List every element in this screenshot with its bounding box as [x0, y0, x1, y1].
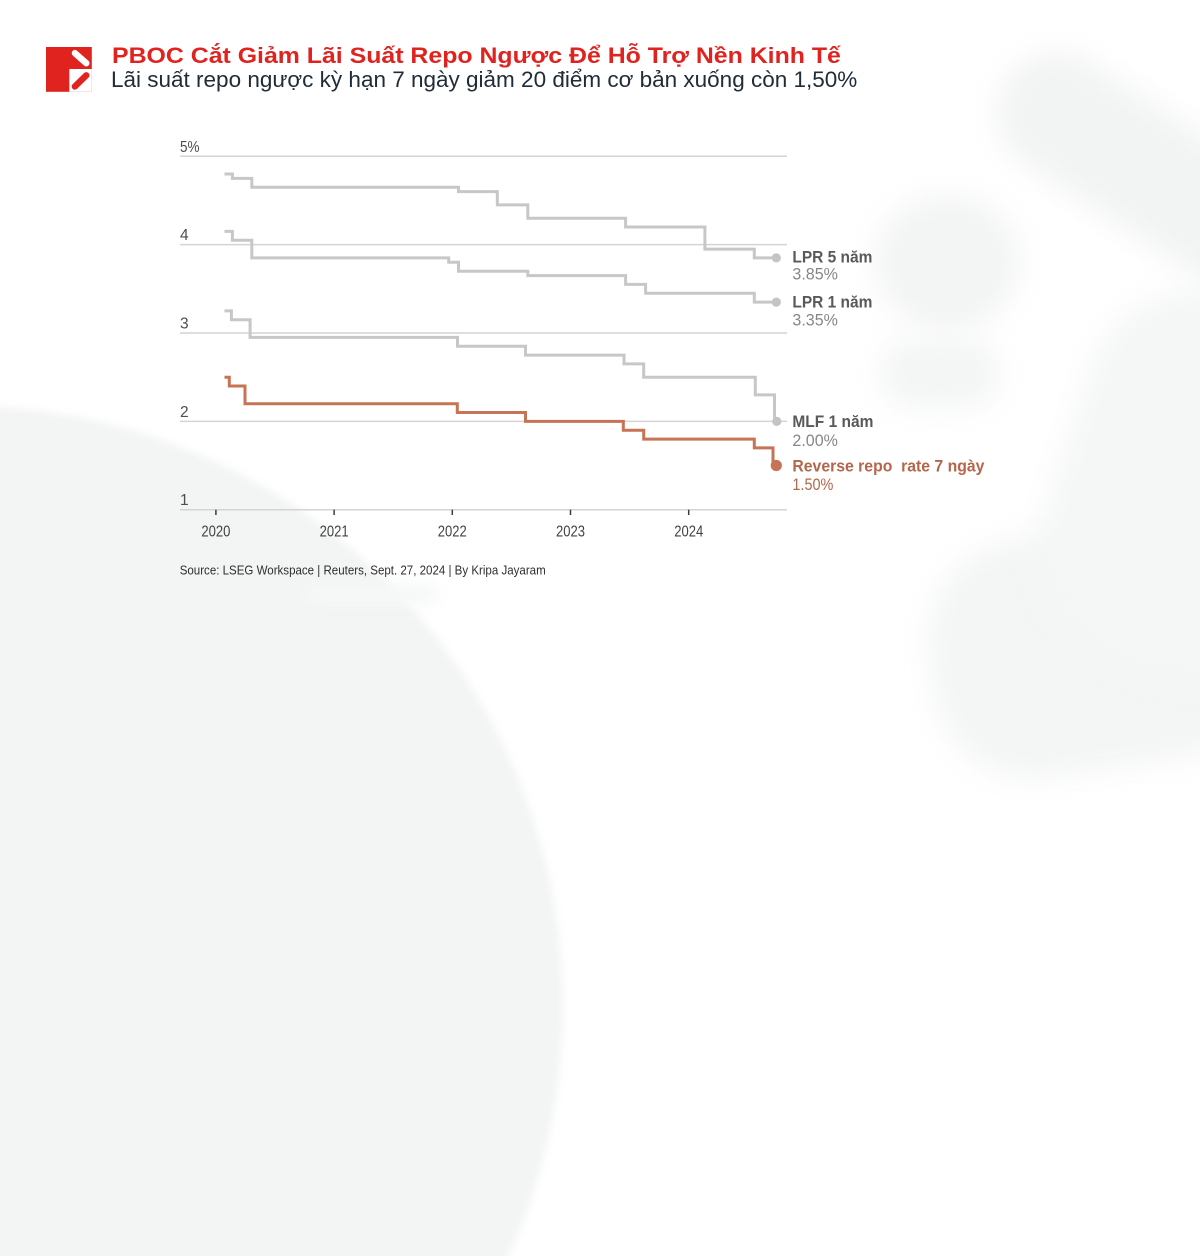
svg-text:3.85%: 3.85% — [792, 266, 838, 284]
svg-text:MLF 1 năm: MLF 1 năm — [792, 412, 873, 431]
svg-text:3.35%: 3.35% — [792, 312, 838, 330]
svg-text:3: 3 — [180, 316, 189, 333]
svg-text:5%: 5% — [180, 139, 200, 156]
svg-text:2: 2 — [180, 404, 189, 421]
svg-text:2023: 2023 — [556, 524, 585, 541]
svg-text:2.00%: 2.00% — [792, 432, 838, 450]
svg-text:2021: 2021 — [320, 524, 349, 541]
svg-text:Reverse repo rate 7 ngày: Reverse repo rate 7 ngày — [792, 457, 984, 476]
svg-text:1: 1 — [180, 492, 189, 509]
svg-text:2022: 2022 — [438, 524, 467, 541]
svg-text:2020: 2020 — [201, 524, 230, 541]
svg-text:2024: 2024 — [674, 524, 703, 541]
svg-text:LPR 5 năm: LPR 5 năm — [792, 248, 872, 267]
svg-text:1.50%: 1.50% — [792, 476, 833, 494]
svg-text:LPR 1 năm: LPR 1 năm — [792, 293, 872, 312]
svg-text:4: 4 — [180, 227, 189, 244]
svg-text:Source: LSEG Workspace | Reute: Source: LSEG Workspace | Reuters, Sept. … — [180, 562, 546, 577]
